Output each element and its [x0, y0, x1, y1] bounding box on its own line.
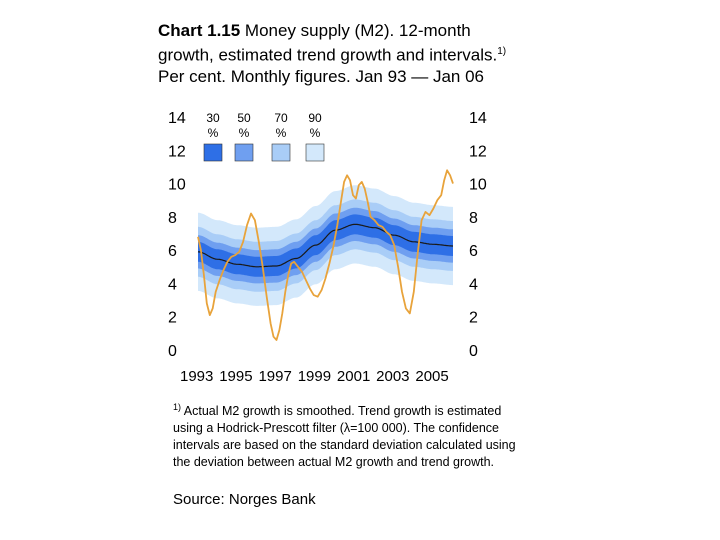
legend-label-value: 90 — [308, 111, 322, 125]
legend-label-unit: % — [239, 126, 250, 140]
y-tick-label-right: 12 — [469, 143, 487, 160]
y-tick-label-left: 6 — [168, 243, 177, 260]
legend-label-value: 50 — [237, 111, 251, 125]
chart-title: Chart 1.15 Money supply (M2). 12-month g… — [158, 20, 518, 87]
y-tick-label-right: 8 — [469, 210, 478, 227]
y-tick-label-left: 0 — [168, 343, 177, 360]
legend-swatch — [234, 143, 254, 162]
y-tick-label-left: 10 — [168, 177, 186, 194]
y-tick-label-right: 0 — [469, 343, 478, 360]
legend-swatch — [271, 143, 291, 162]
x-tick-label: 1995 — [219, 368, 252, 385]
actual-m2-growth-line — [197, 169, 454, 341]
x-tick-label: 1997 — [258, 368, 291, 385]
legend-swatch — [203, 143, 223, 162]
y-tick-label-right: 10 — [469, 177, 487, 194]
x-tick-label: 1999 — [298, 368, 331, 385]
legend-label-unit: % — [208, 126, 219, 140]
chart-title-number: Chart 1.15 — [158, 21, 241, 40]
y-tick-label-left: 14 — [168, 110, 186, 127]
y-tick-label-right: 6 — [469, 243, 478, 260]
legend-swatch — [305, 143, 325, 162]
y-tick-label-left: 12 — [168, 143, 186, 160]
y-tick-label-right: 2 — [469, 310, 478, 327]
legend-label-value: 70 — [274, 111, 288, 125]
x-tick-label: 2003 — [376, 368, 409, 385]
footnote-marker: 1) — [173, 402, 182, 412]
legend-label-unit: % — [276, 126, 287, 140]
y-tick-label-left: 8 — [168, 210, 177, 227]
chart-title-subtext: Per cent. Monthly figures. Jan 93 — Jan … — [158, 66, 485, 86]
x-tick-label: 1993 — [180, 368, 213, 385]
x-tick-label: 2001 — [337, 368, 370, 385]
y-tick-label-right: 4 — [469, 276, 478, 293]
chart-title-footnote-marker: 1) — [497, 46, 507, 57]
y-tick-label-left: 2 — [168, 310, 177, 327]
chart-title-text: Money supply (M2). 12-month growth, esti… — [158, 21, 498, 65]
legend-label-value: 30 — [206, 111, 220, 125]
legend-label-unit: % — [310, 126, 321, 140]
footnote: 1) Actual M2 growth is smoothed. Trend g… — [173, 399, 533, 471]
x-tick-label: 2005 — [415, 368, 448, 385]
source-note: Source: Norges Bank — [173, 491, 316, 508]
y-tick-label-left: 4 — [168, 276, 177, 293]
y-tick-label-right: 14 — [469, 110, 487, 127]
footnote-text: Actual M2 growth is smoothed. Trend grow… — [173, 404, 516, 470]
trend-growth-line — [197, 223, 453, 268]
